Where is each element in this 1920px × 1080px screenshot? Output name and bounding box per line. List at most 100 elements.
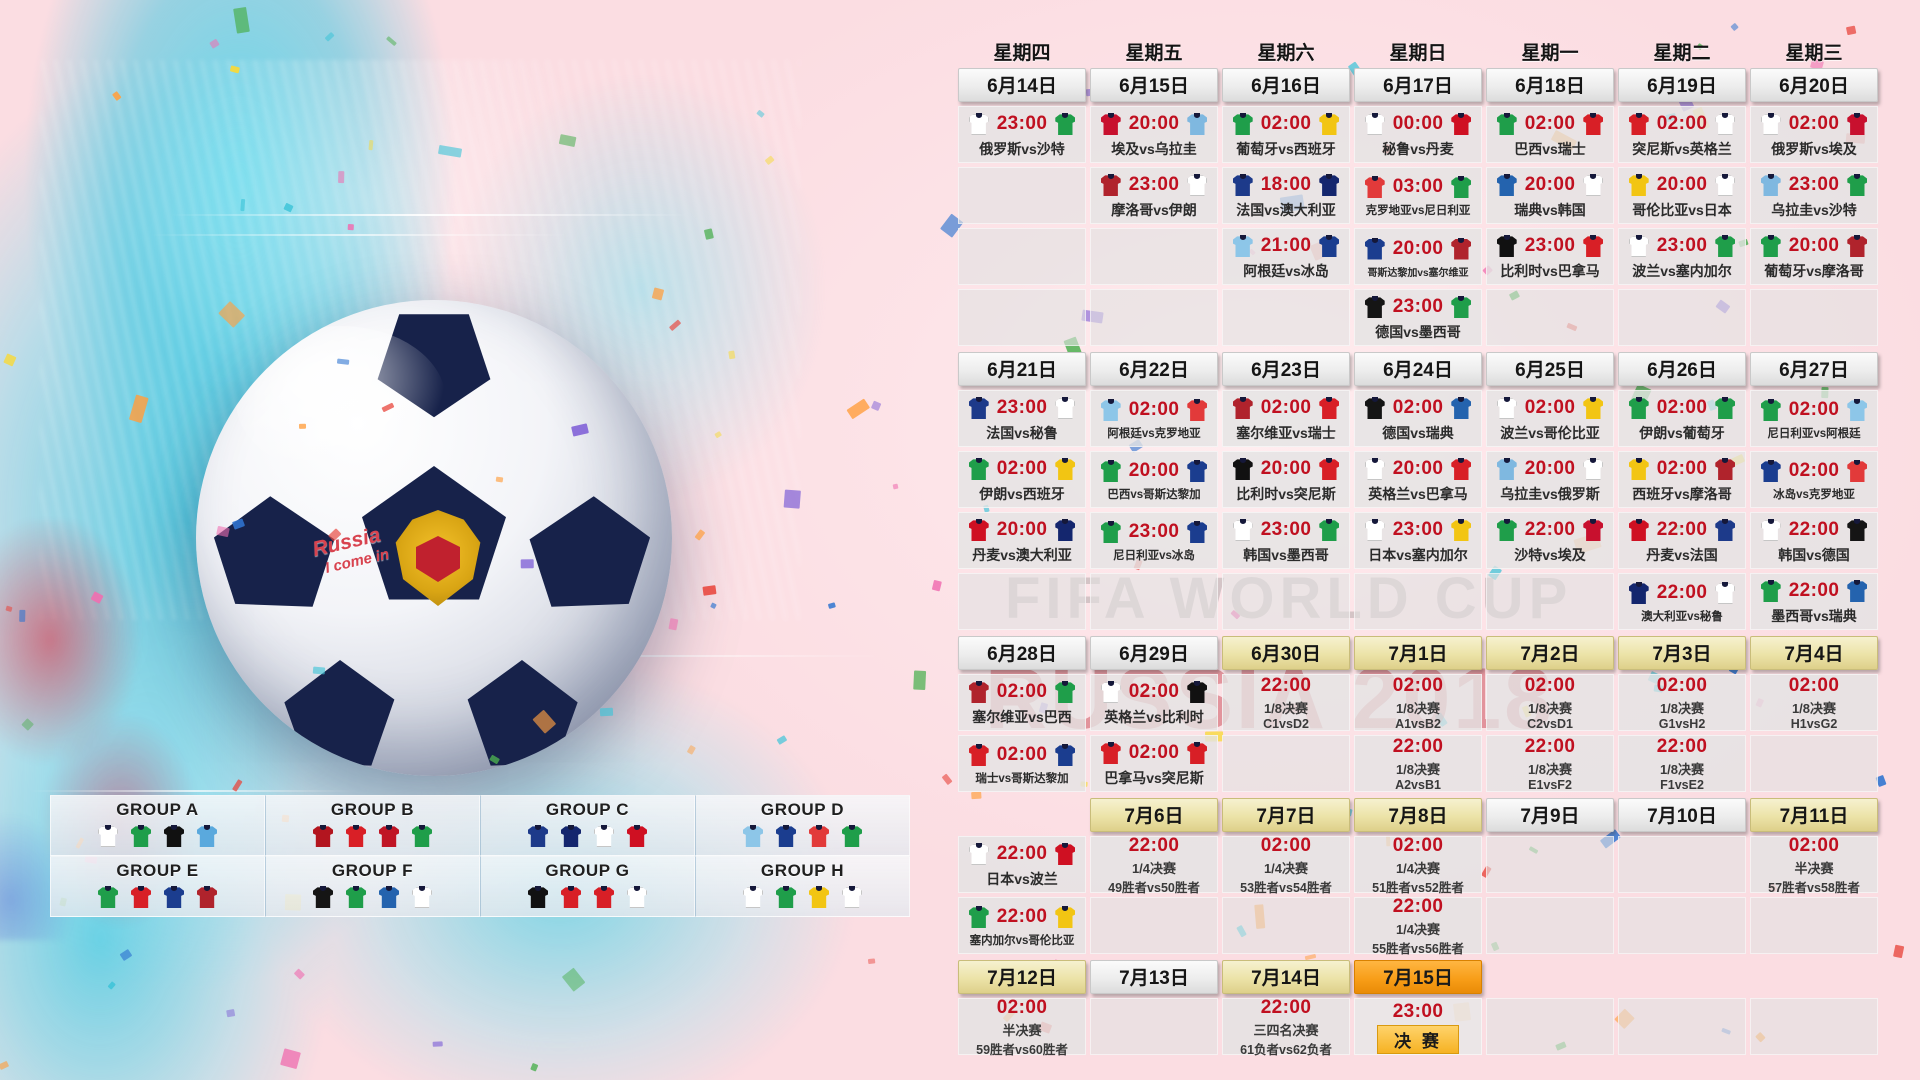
date-chip[interactable]: 7月3日 xyxy=(1618,636,1746,670)
date-chip[interactable]: 6月30日 xyxy=(1222,636,1350,670)
match-cell[interactable]: 03:00 克罗地亚vs尼日利亚 xyxy=(1354,167,1482,224)
match-cell[interactable]: 21:00 阿根廷vs冰岛 xyxy=(1222,228,1350,285)
knockout-match-cell[interactable]: 02:00 1/8决赛 H1vsG2 xyxy=(1750,674,1878,731)
match-cell[interactable]: 23:00 德国vs墨西哥 xyxy=(1354,289,1482,346)
date-chip[interactable]: 7月15日 xyxy=(1354,960,1482,994)
date-chip[interactable]: 6月25日 xyxy=(1486,352,1614,386)
match-cell[interactable]: 02:00 俄罗斯vs埃及 xyxy=(1750,106,1878,163)
match-cell[interactable]: 23:00 比利时vs巴拿马 xyxy=(1486,228,1614,285)
match-cell[interactable]: 02:00 伊朗vs西班牙 xyxy=(958,451,1086,508)
date-chip[interactable]: 6月24日 xyxy=(1354,352,1482,386)
final-match-cell[interactable]: 23:00 决 赛 xyxy=(1354,998,1482,1055)
match-cell[interactable]: 23:00 法国vs秘鲁 xyxy=(958,390,1086,447)
knockout-match-cell[interactable]: 22:00 1/4决赛 55胜者vs56胜者 xyxy=(1354,897,1482,954)
date-chip[interactable]: 6月14日 xyxy=(958,68,1086,102)
group-box-group-h[interactable]: GROUP H xyxy=(695,856,910,917)
match-cell[interactable]: 02:00 尼日利亚vs阿根廷 xyxy=(1750,390,1878,447)
date-chip[interactable]: 6月16日 xyxy=(1222,68,1350,102)
date-chip[interactable]: 6月17日 xyxy=(1354,68,1482,102)
date-chip[interactable]: 6月28日 xyxy=(958,636,1086,670)
match-cell[interactable]: 23:00 俄罗斯vs沙特 xyxy=(958,106,1086,163)
date-chip[interactable]: 7月14日 xyxy=(1222,960,1350,994)
knockout-match-cell[interactable]: 02:00 1/4决赛 53胜者vs54胜者 xyxy=(1222,836,1350,893)
date-chip[interactable]: 6月15日 xyxy=(1090,68,1218,102)
knockout-match-cell[interactable]: 02:00 1/8决赛 C2vsD1 xyxy=(1486,674,1614,731)
knockout-match-cell[interactable]: 02:00 半决赛 59胜者vs60胜者 xyxy=(958,998,1086,1055)
group-box-group-b[interactable]: GROUP B xyxy=(265,795,480,856)
match-cell[interactable]: 22:00 丹麦vs法国 xyxy=(1618,512,1746,569)
match-cell[interactable]: 20:00 哥伦比亚vs日本 xyxy=(1618,167,1746,224)
match-cell[interactable]: 22:00 日本vs波兰 xyxy=(958,836,1086,893)
match-cell[interactable]: 02:00 伊朗vs葡萄牙 xyxy=(1618,390,1746,447)
group-box-group-d[interactable]: GROUP D xyxy=(695,795,910,856)
match-cell[interactable]: 00:00 秘鲁vs丹麦 xyxy=(1354,106,1482,163)
match-cell[interactable]: 02:00 阿根廷vs克罗地亚 xyxy=(1090,390,1218,447)
match-cell[interactable]: 02:00 瑞士vs哥斯达黎加 xyxy=(958,735,1086,792)
match-cell[interactable]: 02:00 英格兰vs比利时 xyxy=(1090,674,1218,731)
match-cell[interactable]: 20:00 丹麦vs澳大利亚 xyxy=(958,512,1086,569)
date-chip[interactable]: 7月10日 xyxy=(1618,798,1746,832)
match-cell[interactable]: 22:00 沙特vs埃及 xyxy=(1486,512,1614,569)
group-box-group-g[interactable]: GROUP G xyxy=(480,856,695,917)
date-chip[interactable]: 7月4日 xyxy=(1750,636,1878,670)
knockout-match-cell[interactable]: 02:00 1/8决赛 G1vsH2 xyxy=(1618,674,1746,731)
match-cell[interactable]: 18:00 法国vs澳大利亚 xyxy=(1222,167,1350,224)
match-cell[interactable]: 20:00 哥斯达黎加vs塞尔维亚 xyxy=(1354,228,1482,285)
date-chip[interactable]: 7月12日 xyxy=(958,960,1086,994)
date-chip[interactable]: 6月20日 xyxy=(1750,68,1878,102)
match-cell[interactable]: 02:00 突尼斯vs英格兰 xyxy=(1618,106,1746,163)
date-chip[interactable]: 6月19日 xyxy=(1618,68,1746,102)
match-cell[interactable]: 20:00 比利时vs突尼斯 xyxy=(1222,451,1350,508)
match-cell[interactable]: 02:00 巴西vs瑞士 xyxy=(1486,106,1614,163)
date-chip[interactable]: 6月29日 xyxy=(1090,636,1218,670)
knockout-match-cell[interactable]: 22:00 1/4决赛 49胜者vs50胜者 xyxy=(1090,836,1218,893)
date-chip[interactable]: 6月23日 xyxy=(1222,352,1350,386)
match-cell[interactable]: 20:00 英格兰vs巴拿马 xyxy=(1354,451,1482,508)
knockout-match-cell[interactable]: 22:00 三四名决赛 61负者vs62负者 xyxy=(1222,998,1350,1055)
date-chip[interactable]: 6月21日 xyxy=(958,352,1086,386)
date-chip[interactable]: 7月1日 xyxy=(1354,636,1482,670)
date-chip[interactable]: 7月9日 xyxy=(1486,798,1614,832)
date-chip[interactable]: 6月26日 xyxy=(1618,352,1746,386)
date-chip[interactable]: 7月11日 xyxy=(1750,798,1878,832)
group-box-group-c[interactable]: GROUP C xyxy=(480,795,695,856)
match-cell[interactable]: 22:00 塞内加尔vs哥伦比亚 xyxy=(958,897,1086,954)
knockout-match-cell[interactable]: 22:00 1/8决赛 E1vsF2 xyxy=(1486,735,1614,792)
knockout-match-cell[interactable]: 22:00 1/8决赛 C1vsD2 xyxy=(1222,674,1350,731)
group-box-group-e[interactable]: GROUP E xyxy=(50,856,265,917)
date-chip[interactable]: 7月7日 xyxy=(1222,798,1350,832)
match-cell[interactable]: 23:00 尼日利亚vs冰岛 xyxy=(1090,512,1218,569)
match-cell[interactable]: 22:00 墨西哥vs瑞典 xyxy=(1750,573,1878,630)
date-chip[interactable]: 6月22日 xyxy=(1090,352,1218,386)
match-cell[interactable]: 20:00 埃及vs乌拉圭 xyxy=(1090,106,1218,163)
match-cell[interactable]: 23:00 日本vs塞内加尔 xyxy=(1354,512,1482,569)
date-chip[interactable]: 7月2日 xyxy=(1486,636,1614,670)
match-cell[interactable]: 02:00 葡萄牙vs西班牙 xyxy=(1222,106,1350,163)
match-cell[interactable]: 23:00 乌拉圭vs沙特 xyxy=(1750,167,1878,224)
date-chip[interactable]: 7月6日 xyxy=(1090,798,1218,832)
match-cell[interactable]: 22:00 韩国vs德国 xyxy=(1750,512,1878,569)
date-chip[interactable]: 7月8日 xyxy=(1354,798,1482,832)
match-cell[interactable]: 02:00 冰岛vs克罗地亚 xyxy=(1750,451,1878,508)
match-cell[interactable]: 02:00 德国vs瑞典 xyxy=(1354,390,1482,447)
match-cell[interactable]: 02:00 波兰vs哥伦比亚 xyxy=(1486,390,1614,447)
match-cell[interactable]: 02:00 塞尔维亚vs瑞士 xyxy=(1222,390,1350,447)
match-cell[interactable]: 02:00 巴拿马vs突尼斯 xyxy=(1090,735,1218,792)
date-chip[interactable]: 6月18日 xyxy=(1486,68,1614,102)
match-cell[interactable]: 02:00 塞尔维亚vs巴西 xyxy=(958,674,1086,731)
knockout-match-cell[interactable]: 22:00 1/8决赛 A2vsB1 xyxy=(1354,735,1482,792)
match-cell[interactable]: 22:00 澳大利亚vs秘鲁 xyxy=(1618,573,1746,630)
match-cell[interactable]: 23:00 韩国vs墨西哥 xyxy=(1222,512,1350,569)
knockout-match-cell[interactable]: 02:00 1/8决赛 A1vsB2 xyxy=(1354,674,1482,731)
group-box-group-a[interactable]: GROUP A xyxy=(50,795,265,856)
match-cell[interactable]: 23:00 波兰vs塞内加尔 xyxy=(1618,228,1746,285)
match-cell[interactable]: 20:00 葡萄牙vs摩洛哥 xyxy=(1750,228,1878,285)
match-cell[interactable]: 20:00 乌拉圭vs俄罗斯 xyxy=(1486,451,1614,508)
date-chip[interactable]: 7月13日 xyxy=(1090,960,1218,994)
knockout-match-cell[interactable]: 02:00 1/4决赛 51胜者vs52胜者 xyxy=(1354,836,1482,893)
group-box-group-f[interactable]: GROUP F xyxy=(265,856,480,917)
match-cell[interactable]: 23:00 摩洛哥vs伊朗 xyxy=(1090,167,1218,224)
knockout-match-cell[interactable]: 02:00 半决赛 57胜者vs58胜者 xyxy=(1750,836,1878,893)
match-cell[interactable]: 20:00 巴西vs哥斯达黎加 xyxy=(1090,451,1218,508)
match-cell[interactable]: 02:00 西班牙vs摩洛哥 xyxy=(1618,451,1746,508)
